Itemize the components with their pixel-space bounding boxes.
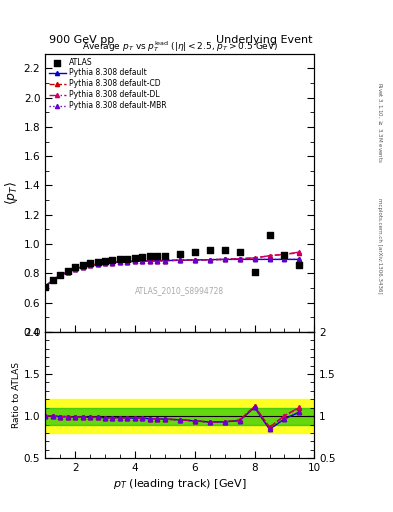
Point [162,251,168,260]
Point [117,255,123,264]
Title: Average $p_T$ vs $p_T^{\mathrm{lead}}$ ($|\eta| < 2.5$, $p_T > 0.5$ GeV): Average $p_T$ vs $p_T^{\mathrm{lead}}$ (… [82,39,278,54]
Point [154,252,160,261]
Point [94,258,101,266]
Y-axis label: Ratio to ATLAS: Ratio to ATLAS [12,362,21,428]
Point [237,248,243,256]
Y-axis label: $\langle p_T \rangle$: $\langle p_T \rangle$ [2,181,20,205]
Point [207,246,213,254]
Point [102,257,108,265]
Text: Underlying Event: Underlying Event [216,35,312,45]
Point [87,259,93,267]
Point [252,268,258,276]
Text: Rivet 3.1.10, $\geq$ 3.3M events: Rivet 3.1.10, $\geq$ 3.3M events [375,82,383,163]
Legend: ATLAS, Pythia 8.308 default, Pythia 8.308 default-CD, Pythia 8.308 default-DL, P: ATLAS, Pythia 8.308 default, Pythia 8.30… [48,56,168,112]
Point [57,271,63,279]
Point [296,261,303,269]
Text: mcplots.cern.ch [arXiv:1306.3436]: mcplots.cern.ch [arXiv:1306.3436] [377,198,382,293]
Point [177,250,183,259]
Point [222,246,228,254]
X-axis label: $p_T$ (leading track) [GeV]: $p_T$ (leading track) [GeV] [113,477,247,492]
Point [281,251,288,259]
Bar [45,399,314,433]
Point [266,231,273,239]
Point [72,263,78,271]
Point [139,253,145,261]
Point [132,254,138,262]
Text: 900 GeV pp: 900 GeV pp [49,35,114,45]
Point [147,252,153,261]
Point [64,267,71,275]
Point [192,248,198,256]
Point [79,261,86,269]
Bar [45,408,314,424]
Point [50,276,56,284]
Point [109,256,116,264]
Point [42,283,48,291]
Point [124,254,130,263]
Text: ATLAS_2010_S8994728: ATLAS_2010_S8994728 [135,286,224,294]
